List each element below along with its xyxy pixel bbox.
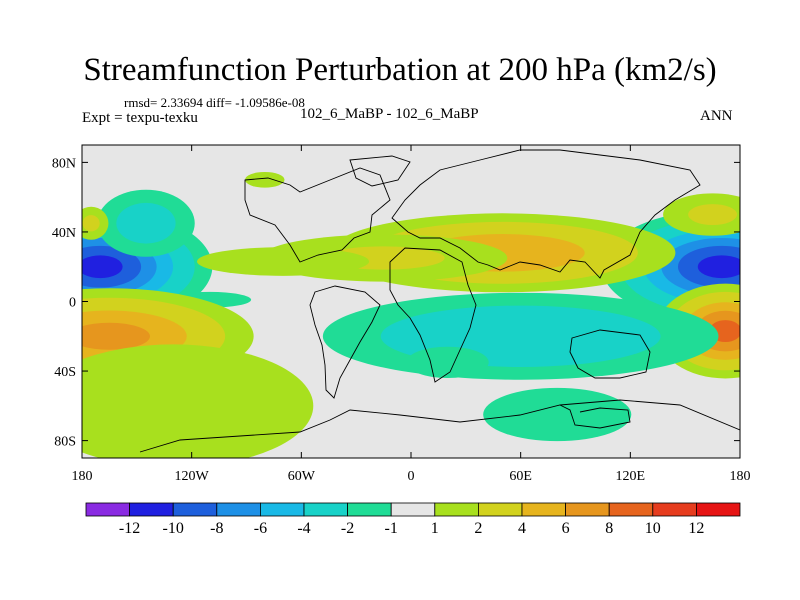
- contour-blob-12: [82, 344, 314, 458]
- contour-level-14-1: [406, 346, 489, 379]
- y-tick-label-3: 40S: [54, 365, 76, 380]
- axis-ticks: 180 120W 60W 0 60E 120E 180 80N 40N 0 40S 80S: [52, 145, 751, 484]
- colorbar-swatch-6: [347, 502, 392, 517]
- colorbar-swatch-10: [521, 502, 566, 517]
- colorbar-label-0: -12: [119, 520, 140, 537]
- coastline-greenland: [349, 155, 411, 187]
- coastline-africa: [389, 247, 477, 383]
- colorbar-swatch-11: [565, 502, 610, 517]
- colorbar-swatch-12: [608, 502, 654, 517]
- colorbar-swatch-14: [696, 502, 741, 517]
- colorbar-swatch-1: [129, 502, 174, 517]
- colorbar-swatch-2: [172, 502, 218, 517]
- contour-blob-13: [322, 292, 719, 380]
- colorbar-label-4: -4: [297, 520, 310, 537]
- colorbar-swatch-8: [434, 502, 479, 517]
- colorbar-label-5: -2: [341, 520, 354, 537]
- x-tick-label-6: 180: [730, 469, 751, 484]
- contour-level-12-1: [82, 344, 314, 458]
- coastline-south-america: [309, 285, 381, 399]
- contour-level-2-2: [116, 202, 176, 244]
- coastline-antarctica: [139, 399, 740, 453]
- colorbar-label-6: -1: [385, 520, 398, 537]
- coastlines: [139, 149, 740, 453]
- y-tick-label-1: 40N: [52, 226, 76, 241]
- x-tick-label-1: 120W: [175, 469, 210, 484]
- colorbar-label-12: 10: [645, 520, 661, 537]
- colorbar-swatch-4: [259, 502, 305, 517]
- colorbar-label-8: 2: [474, 520, 482, 537]
- contour-fields: [82, 171, 740, 458]
- colorbar-swatch-9: [477, 502, 523, 517]
- contour-blob-14: [406, 346, 489, 379]
- chart-title: Streamfunction Perturbation at 200 hPa (…: [83, 52, 717, 88]
- y-tick-label-4: 80S: [54, 435, 76, 450]
- contour-level-4-2: [688, 204, 738, 226]
- contour-level-15-1: [483, 387, 632, 442]
- coastline-antarctic-detail: [559, 404, 631, 429]
- contour-level-0-10: [82, 255, 123, 279]
- colorbar: -12 -10 -8 -6 -4 -2 -1 1 2 4 6 8 10 12: [85, 502, 741, 537]
- colorbar-label-13: 12: [688, 520, 704, 537]
- x-tick-label-5: 120E: [616, 469, 646, 484]
- coastline-eurasia: [391, 149, 701, 279]
- colorbar-swatch-3: [216, 502, 261, 517]
- contour-level-7-1: [196, 247, 370, 276]
- colorbar-swatch-7: [390, 502, 436, 517]
- stats-label: rmsd= 2.33694 diff= -1.09586e-08: [124, 95, 305, 110]
- colorbar-label-10: 6: [562, 520, 570, 537]
- y-tick-label-0: 80N: [52, 156, 76, 171]
- x-tick-label-4: 60E: [509, 469, 532, 484]
- colorbar-label-2: -8: [210, 520, 223, 537]
- contour-blob-7: [196, 247, 370, 276]
- x-tick-label-3: 0: [408, 469, 415, 484]
- colorbar-swatch-5: [303, 502, 348, 517]
- experiment-label: Expt = texpu-texku: [82, 110, 198, 126]
- x-tick-label-2: 60W: [288, 469, 316, 484]
- contour-blob-3: [82, 206, 109, 240]
- coastline-north-america: [244, 167, 391, 263]
- colorbar-label-9: 4: [518, 520, 526, 537]
- colorbar-label-11: 8: [605, 520, 613, 537]
- contour-blob-15: [483, 387, 632, 442]
- coastline-australia: [569, 329, 651, 379]
- contour-blob-8: [245, 171, 285, 188]
- colorbar-label-7: 1: [431, 520, 439, 537]
- contour-level-1-10: [697, 255, 740, 279]
- contour-blob-4: [663, 193, 740, 236]
- colorbar-label-1: -10: [163, 520, 184, 537]
- case-label: 102_6_MaBP - 102_6_MaBP: [300, 106, 479, 122]
- y-tick-label-2: 0: [69, 296, 76, 311]
- contour-blob-2: [97, 189, 195, 257]
- contour-level-10-6: [82, 322, 150, 350]
- colorbar-label-3: -6: [254, 520, 267, 537]
- contour-level-8-1: [245, 171, 285, 188]
- season-label: ANN: [700, 108, 733, 124]
- colorbar-swatch-0: [85, 502, 130, 517]
- colorbar-swatch-13: [652, 502, 697, 517]
- contour-level-3-2: [82, 215, 100, 232]
- x-tick-label-0: 180: [72, 469, 93, 484]
